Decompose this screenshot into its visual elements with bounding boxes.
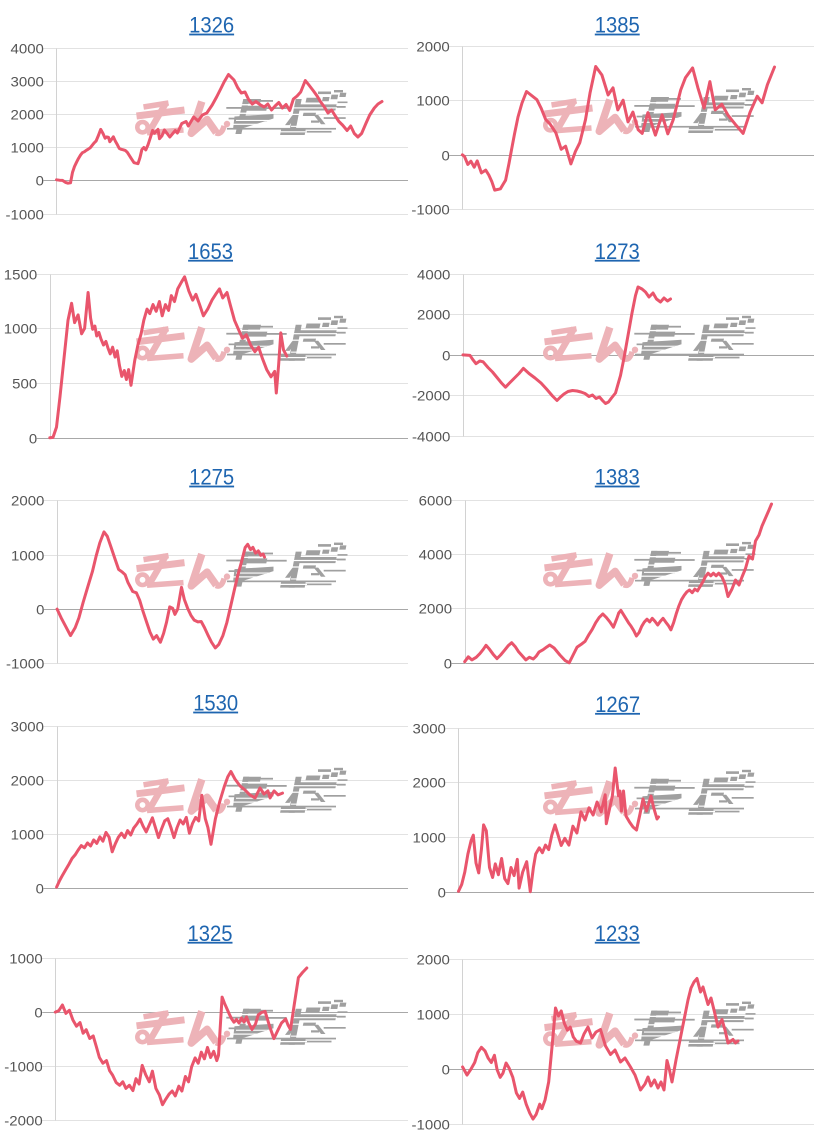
svg-text:-2000: -2000 xyxy=(412,387,451,403)
svg-text:0: 0 xyxy=(29,430,38,446)
svg-text:1000: 1000 xyxy=(11,547,45,563)
svg-text:-1000: -1000 xyxy=(411,201,450,217)
svg-text:3000: 3000 xyxy=(11,718,45,734)
svg-text:0: 0 xyxy=(442,147,451,163)
svg-text:1000: 1000 xyxy=(416,92,450,108)
svg-text:2000: 2000 xyxy=(413,774,447,790)
svg-text:-1000: -1000 xyxy=(6,655,45,671)
svg-text:4000: 4000 xyxy=(419,546,453,562)
svg-text:3000: 3000 xyxy=(11,73,45,89)
svg-text:1383: 1383 xyxy=(595,465,640,490)
svg-text:1267: 1267 xyxy=(595,692,640,717)
svg-text:6000: 6000 xyxy=(419,492,453,508)
svg-text:1000: 1000 xyxy=(11,826,45,842)
svg-text:1000: 1000 xyxy=(417,1006,451,1022)
svg-text:0: 0 xyxy=(36,172,45,188)
svg-text:2000: 2000 xyxy=(417,951,451,967)
svg-text:2000: 2000 xyxy=(11,492,45,508)
svg-text:-1000: -1000 xyxy=(412,1116,451,1132)
svg-text:0: 0 xyxy=(36,880,45,896)
svg-text:-4000: -4000 xyxy=(412,428,451,444)
svg-text:1273: 1273 xyxy=(595,239,640,264)
svg-text:500: 500 xyxy=(12,375,37,391)
svg-text:1500: 1500 xyxy=(4,266,38,282)
svg-text:1000: 1000 xyxy=(4,320,38,336)
svg-text:0: 0 xyxy=(34,1004,43,1020)
svg-text:-2000: -2000 xyxy=(4,1112,43,1128)
svg-text:2000: 2000 xyxy=(417,306,451,322)
svg-text:4000: 4000 xyxy=(417,266,451,282)
svg-text:0: 0 xyxy=(444,655,453,671)
svg-text:1326: 1326 xyxy=(189,13,234,38)
svg-text:1000: 1000 xyxy=(9,950,43,966)
svg-text:2000: 2000 xyxy=(11,106,45,122)
svg-text:2000: 2000 xyxy=(419,600,453,616)
svg-text:-1000: -1000 xyxy=(4,1058,43,1074)
svg-text:0: 0 xyxy=(442,347,451,363)
svg-text:-1000: -1000 xyxy=(6,206,45,222)
svg-text:1653: 1653 xyxy=(188,239,233,264)
svg-text:2000: 2000 xyxy=(416,38,450,54)
svg-text:3000: 3000 xyxy=(413,720,447,736)
svg-text:1275: 1275 xyxy=(189,465,234,490)
svg-text:0: 0 xyxy=(442,1061,451,1077)
svg-text:4000: 4000 xyxy=(11,40,45,56)
svg-text:1000: 1000 xyxy=(413,829,447,845)
svg-text:1530: 1530 xyxy=(193,691,238,716)
svg-text:1000: 1000 xyxy=(11,139,45,155)
svg-text:0: 0 xyxy=(438,884,447,900)
svg-text:1385: 1385 xyxy=(595,13,640,38)
svg-text:2000: 2000 xyxy=(11,772,45,788)
svg-text:0: 0 xyxy=(36,601,45,617)
svg-text:1325: 1325 xyxy=(188,921,233,946)
svg-text:1233: 1233 xyxy=(595,921,640,946)
